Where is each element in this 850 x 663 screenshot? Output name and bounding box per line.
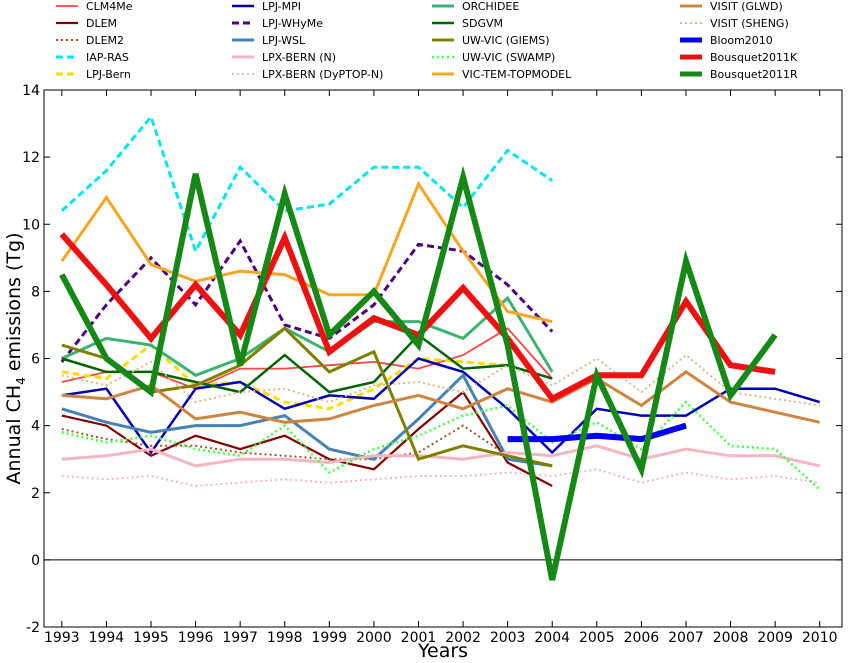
legend-label: DLEM2 [86, 34, 124, 47]
legend-label: CLM4Me [86, 0, 133, 13]
x-tick-label: 2007 [668, 630, 704, 646]
series-line-uw-vic-swamp [61, 400, 821, 491]
series-line-bousquet2011r [59, 165, 778, 581]
x-tick-label: 2008 [713, 630, 749, 646]
legend-item: LPX-BERN (DyPTOP-N) [232, 68, 383, 81]
x-tick-label: 2003 [490, 630, 526, 646]
x-tick-label: 1996 [178, 630, 214, 646]
legend-item: ORCHIDEE [432, 0, 519, 13]
series-line-lpx-bern-n [61, 444, 821, 468]
x-tick-label: 2006 [624, 630, 660, 646]
legend-item: DLEM2 [56, 34, 124, 47]
legend-item: SDGVM [432, 17, 503, 30]
x-tick-label: 2010 [802, 630, 838, 646]
y-tick-label: 12 [22, 150, 40, 166]
legend-item: LPJ-WSL [232, 34, 306, 47]
legend-item: VISIT (GLWD) [680, 0, 783, 13]
legend-item: LPX-BERN (N) [232, 51, 336, 64]
y-axis-label: Annual CH4 emissions (Tg) [3, 233, 28, 485]
y-tick-label: -2 [26, 620, 40, 636]
x-tick-label: 1999 [311, 630, 347, 646]
x-tick-label: 1994 [89, 630, 125, 646]
x-axis-ticks: 1993 1994 1995 1996 1997 1998 1999 2000 2001 2002… [44, 90, 838, 646]
legend-label: LPJ-WSL [262, 34, 306, 47]
legend-item: IAP-RAS [56, 51, 129, 64]
y-axis-label-main: Annual CH [3, 385, 25, 485]
legend: CLM4Me DLEM DLEM2 IAP-RAS LPJ-Bern LPJ-MPI LPJ… [56, 0, 798, 81]
series-line-lpj-bern [61, 343, 508, 411]
series-line-bloom2010 [507, 422, 687, 443]
legend-label: IAP-RAS [86, 51, 129, 64]
series-line-lpj-whyme [60, 238, 554, 363]
legend-item: LPJ-MPI [232, 0, 301, 13]
y-tick-label: 14 [22, 83, 40, 99]
y-tick-label: 0 [31, 553, 40, 569]
series-line-dlem2 [61, 424, 553, 467]
legend-label: LPX-BERN (DyPTOP-N) [262, 68, 383, 81]
y-tick-label: 6 [31, 352, 40, 368]
y-axis-label-rest: emissions (Tg) [3, 233, 25, 378]
x-tick-label: 2005 [579, 630, 615, 646]
x-tick-label: 2009 [757, 630, 793, 646]
legend-label: VIC-TEM-TOPMODEL [462, 68, 572, 81]
x-tick-label: 2001 [401, 630, 437, 646]
legend-item: CLM4Me [56, 0, 133, 13]
legend-label: Bousquet2011R [710, 68, 798, 81]
y-axis-ticks: -2 0 2 4 6 8 10 12 14 [22, 83, 842, 636]
series-line-visit-sheng [61, 353, 820, 407]
series-line-sdgvm [61, 333, 553, 394]
y-axis-label-subscript: 4 [14, 377, 28, 385]
x-tick-label: 1993 [44, 630, 80, 646]
legend-label: LPJ-Bern [86, 68, 131, 81]
y-tick-label: 4 [31, 419, 40, 435]
legend-item: VIC-TEM-TOPMODEL [432, 68, 572, 81]
legend-item: VISIT (SHENG) [680, 17, 789, 30]
legend-label: SDGVM [462, 17, 503, 30]
x-tick-label: 2004 [534, 630, 570, 646]
legend-label: UW-VIC (SWAMP) [462, 51, 555, 64]
legend-item: UW-VIC (GIEMS) [432, 34, 550, 47]
legend-label: LPJ-MPI [262, 0, 301, 13]
series-line-lpx-bern-dyptop-n [61, 468, 820, 488]
series-group [59, 113, 821, 581]
x-axis-label: Years [417, 640, 468, 662]
legend-label: LPJ-WHyMe [262, 17, 323, 30]
series-line-lpj-mpi [61, 357, 821, 455]
x-tick-label: 2000 [356, 630, 392, 646]
series-line-iap-ras [60, 113, 554, 255]
legend-item: Bousquet2011K [680, 51, 798, 64]
series-line-lpj-wsl [61, 372, 553, 468]
legend-label: VISIT (GLWD) [710, 0, 783, 13]
legend-label: Bloom2010 [710, 34, 773, 47]
series-line-visit-glwd [61, 370, 821, 424]
series-line-vic-tem-topmodel [60, 180, 553, 324]
legend-label: Bousquet2011K [710, 51, 798, 64]
x-tick-label: 1998 [267, 630, 303, 646]
legend-item: Bousquet2011R [680, 68, 798, 81]
legend-label: DLEM [86, 17, 117, 30]
x-tick-label: 1995 [133, 630, 169, 646]
y-tick-label: 8 [31, 284, 40, 300]
legend-label: LPX-BERN (N) [262, 51, 336, 64]
y-tick-label: 2 [31, 486, 40, 502]
legend-label: UW-VIC (GIEMS) [462, 34, 550, 47]
x-tick-label: 1997 [222, 630, 258, 646]
x-tick-label: 2002 [445, 630, 481, 646]
legend-label: ORCHIDEE [462, 0, 519, 13]
legend-label: VISIT (SHENG) [710, 17, 789, 30]
plot-area: 1993 1994 1995 1996 1997 1998 1999 2000 2001 2002… [22, 83, 843, 646]
legend-item: LPJ-WHyMe [232, 17, 323, 30]
series-line-orchidee [61, 295, 554, 377]
y-tick-label: 10 [22, 217, 40, 233]
legend-item: UW-VIC (SWAMP) [432, 51, 555, 64]
legend-item: LPJ-Bern [56, 68, 131, 81]
legend-item: DLEM [56, 17, 117, 30]
legend-item: Bloom2010 [680, 34, 773, 47]
